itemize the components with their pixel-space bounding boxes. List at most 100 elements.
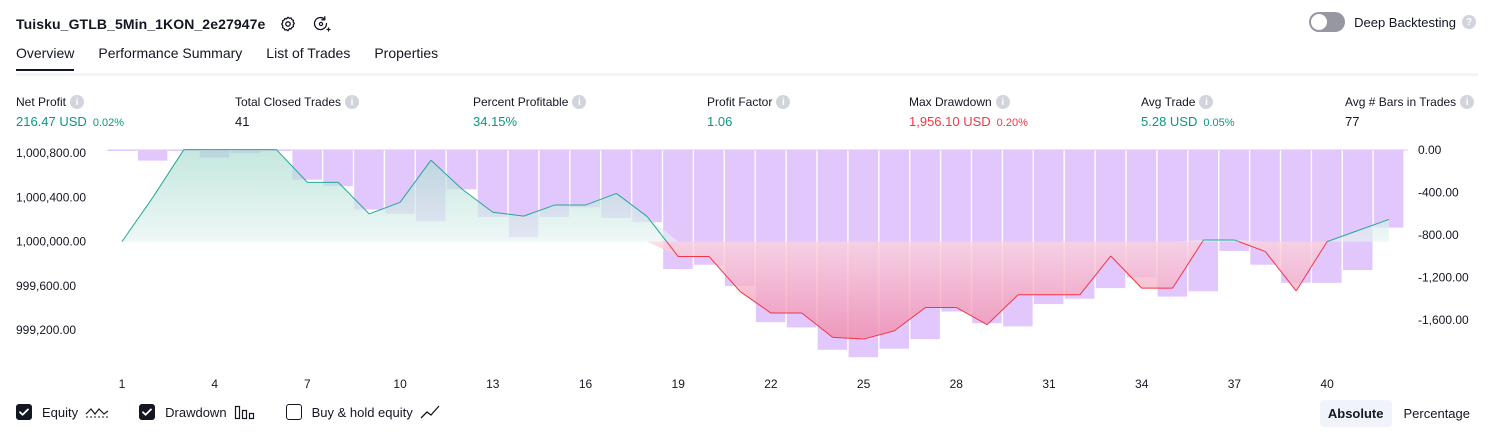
left-axis-tick: 999,200.00 bbox=[16, 323, 76, 337]
x-axis-tick: 25 bbox=[857, 377, 871, 391]
toggle-knob bbox=[1311, 14, 1328, 30]
tab-list-of-trades[interactable]: List of Trades bbox=[266, 45, 351, 61]
equity-segment bbox=[585, 192, 617, 206]
equity-segment bbox=[337, 181, 370, 215]
drawdown-checkbox[interactable] bbox=[139, 404, 156, 420]
drawdown-bar bbox=[137, 150, 168, 161]
strategy-title: Tuisku_GTLB_5Min_1KON_2e27947e bbox=[16, 16, 266, 32]
tab-overview[interactable]: Overview bbox=[16, 45, 75, 71]
drawdown-bar bbox=[323, 150, 353, 187]
gear-icon[interactable] bbox=[279, 15, 297, 33]
metric-label: Avg Trade bbox=[1141, 95, 1196, 109]
equity-segment bbox=[461, 188, 494, 213]
metric-value: 1,956.10 USD bbox=[909, 114, 991, 129]
equity-segment bbox=[1326, 230, 1359, 243]
equity-segment bbox=[1295, 241, 1328, 292]
refresh-icon[interactable] bbox=[311, 14, 332, 34]
equity-segment bbox=[986, 294, 1019, 326]
equity-segment bbox=[276, 149, 308, 183]
drawdown-bar bbox=[1312, 150, 1342, 283]
equity-segment bbox=[1234, 239, 1239, 243]
metric-value: 34.15% bbox=[473, 114, 518, 129]
deep-backtesting-toggle[interactable] bbox=[1309, 12, 1346, 32]
equity-line bbox=[121, 149, 1390, 340]
trend-line-icon bbox=[420, 404, 444, 420]
equity-segment bbox=[1172, 241, 1203, 289]
absolute-button[interactable]: Absolute bbox=[1319, 400, 1392, 427]
equity-segment bbox=[801, 312, 834, 338]
report-tabs: Overview Performance Summary List of Tra… bbox=[16, 45, 462, 71]
equity-segment bbox=[1264, 251, 1297, 292]
equity-segment bbox=[1110, 255, 1143, 289]
equity-fill bbox=[122, 149, 1389, 340]
equity-checkbox[interactable] bbox=[16, 404, 32, 420]
x-axis-tick: 34 bbox=[1135, 377, 1149, 391]
equity-segment bbox=[1202, 239, 1204, 242]
left-axis: 1,000,800.00 1,000,400.00 1,000,000.00 999,… bbox=[16, 146, 86, 337]
equity-segment bbox=[646, 216, 668, 242]
drawdown-bar bbox=[570, 150, 600, 208]
metric-percent: 0.05% bbox=[1203, 117, 1235, 129]
drawdown-bar bbox=[354, 150, 384, 210]
info-icon[interactable]: i bbox=[1199, 95, 1214, 109]
metric-max-drawdown: Max Drawdown i 1,956.10 USD 0.20% bbox=[909, 94, 1028, 129]
x-axis-tick: 10 bbox=[393, 377, 407, 391]
equity-fill-negative bbox=[122, 241, 1389, 340]
legend-label: Buy & hold equity bbox=[311, 404, 413, 420]
x-axis: 1 4 7 10 13 16 19 22 25 28 31 34 37 40 bbox=[119, 377, 1334, 391]
equity-segment bbox=[492, 211, 524, 217]
legend-buy-hold[interactable]: Buy & hold equity bbox=[285, 404, 444, 420]
x-axis-tick: 22 bbox=[764, 377, 778, 391]
info-icon[interactable]: i bbox=[995, 95, 1010, 109]
equity-segment bbox=[1079, 255, 1112, 296]
metric-profit-factor: Profit Factor i 1.06 bbox=[707, 94, 791, 129]
metric-percent-profitable: Percent Profitable i 34.15% bbox=[473, 94, 587, 129]
drawdown-bar bbox=[1219, 150, 1249, 251]
scale-mode-switch: Absolute Percentage bbox=[1316, 400, 1478, 427]
tab-performance-summary[interactable]: Performance Summary bbox=[98, 45, 243, 61]
equity-segment bbox=[152, 149, 185, 198]
equity-segment bbox=[1357, 218, 1390, 231]
metric-avg-trade: Avg Trade i 5.28 USD 0.05% bbox=[1141, 94, 1235, 129]
left-axis-tick: 1,000,000.00 bbox=[16, 235, 86, 249]
x-axis-tick: 28 bbox=[950, 377, 964, 391]
right-axis: 0.00 -400.00 -800.00 -1,200.00 -1,600.00 bbox=[1418, 143, 1469, 327]
metric-net-profit: Net Profit i 216.47 USD 0.02% bbox=[16, 94, 124, 129]
metric-value: 5.28 USD bbox=[1141, 114, 1198, 129]
drawdown-bar bbox=[1343, 150, 1373, 271]
equity-line-icon bbox=[85, 404, 109, 420]
metric-label: Total Closed Trades bbox=[235, 95, 342, 109]
deep-backtesting: Deep Backtesting ? bbox=[1309, 12, 1476, 32]
x-axis-tick: 1 bbox=[119, 377, 126, 391]
x-axis-tick: 4 bbox=[211, 377, 218, 391]
equity-segment bbox=[616, 193, 648, 218]
x-axis-tick: 13 bbox=[486, 377, 500, 391]
legend-equity[interactable]: Equity bbox=[16, 404, 109, 420]
left-axis-tick: 1,000,400.00 bbox=[16, 190, 86, 204]
tab-divider bbox=[16, 73, 1478, 76]
equity-segment bbox=[739, 291, 772, 314]
tab-properties[interactable]: Properties bbox=[374, 45, 439, 61]
equity-segment bbox=[894, 307, 926, 332]
x-axis-tick: 37 bbox=[1228, 377, 1242, 391]
equity-segment bbox=[523, 204, 555, 217]
info-icon[interactable]: i bbox=[776, 95, 791, 109]
metric-label: Profit Factor bbox=[707, 95, 773, 109]
info-icon[interactable]: i bbox=[572, 95, 587, 109]
percentage-button[interactable]: Percentage bbox=[1403, 406, 1471, 421]
report-header: Tuisku_GTLB_5Min_1KON_2e27947e bbox=[16, 10, 332, 38]
equity-segment bbox=[430, 159, 463, 190]
metric-value: 77 bbox=[1345, 114, 1360, 129]
equity-segment bbox=[121, 197, 154, 242]
info-icon[interactable]: i bbox=[1460, 95, 1475, 109]
metric-label: Avg # Bars in Trades bbox=[1345, 95, 1457, 109]
buy-hold-checkbox[interactable] bbox=[285, 404, 302, 420]
legend-drawdown[interactable]: Drawdown bbox=[139, 404, 255, 420]
metric-label: Max Drawdown bbox=[909, 95, 992, 109]
equity-fill-positive bbox=[122, 149, 1389, 242]
right-axis-tick: -400.00 bbox=[1418, 186, 1459, 200]
help-icon[interactable]: ? bbox=[1462, 15, 1476, 29]
info-icon[interactable]: i bbox=[345, 95, 360, 109]
info-icon[interactable]: i bbox=[70, 95, 85, 109]
equity-chart[interactable]: 1,000,800.00 1,000,400.00 1,000,000.00 999,… bbox=[0, 140, 1494, 396]
